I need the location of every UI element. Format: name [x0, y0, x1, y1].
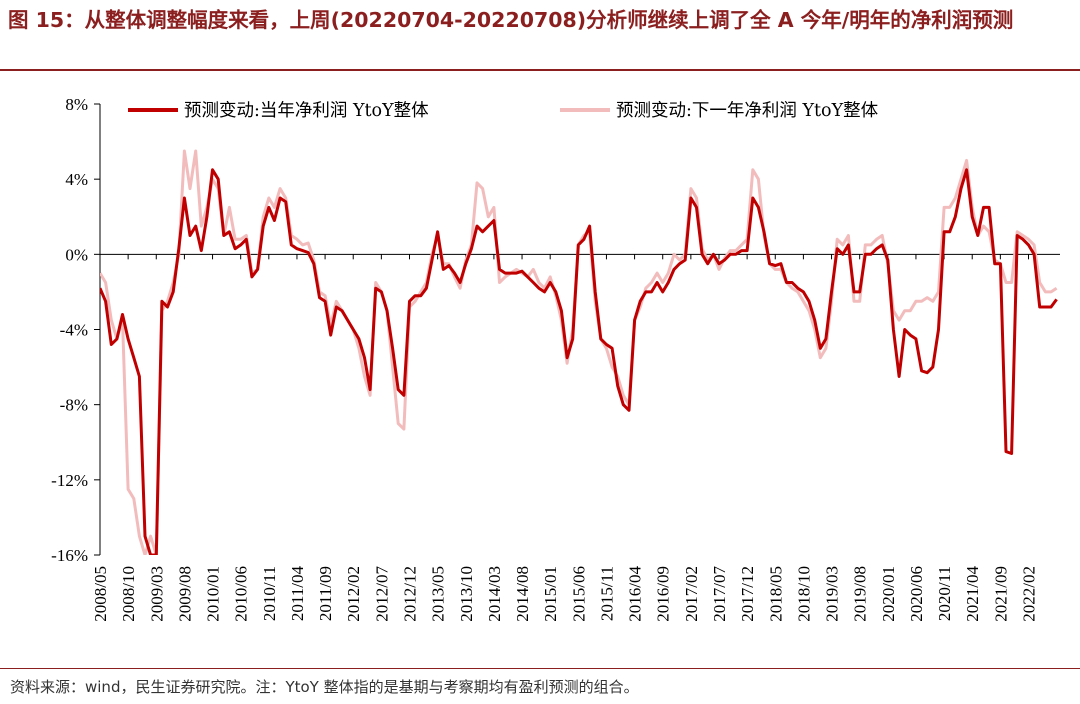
y-tick-label: -12%	[51, 471, 88, 490]
page-title: 图 15：从整体调整幅度来看，上周(20220704-20220708)分析师继…	[8, 8, 1014, 32]
y-tick-label: -8%	[60, 396, 88, 415]
x-tick-label: 2010/06	[232, 566, 251, 622]
source-rule	[0, 668, 1080, 669]
x-tick-label: 2018/10	[794, 566, 813, 622]
series-line-1	[100, 168, 1058, 555]
y-tick-label: 0%	[65, 245, 88, 264]
x-tick-label: 2019/03	[823, 566, 842, 622]
legend-label-1: 预测变动:当年净利润 YtoY整体	[184, 101, 429, 121]
title-rule	[0, 69, 1080, 71]
x-tick-label: 2016/04	[626, 566, 645, 622]
x-tick-label: 2013/05	[429, 566, 448, 622]
chart-series	[100, 149, 1058, 555]
legend-label-2: 预测变动:下一年净利润 YtoY整体	[616, 101, 879, 121]
x-tick-label: 2018/05	[766, 566, 785, 622]
x-tick-label: 2010/11	[260, 566, 279, 621]
x-tick-label: 2008/10	[119, 566, 138, 622]
x-tick-label: 2019/08	[851, 566, 870, 622]
chart-axes: 8% 4% 0% -4% -8% -12% -16%2008/05 2008/10 2009/0…	[51, 95, 1060, 622]
x-tick-label: 2014/03	[485, 566, 504, 622]
x-tick-label: 2020/11	[935, 566, 954, 621]
x-tick-label: 2015/06	[569, 566, 588, 622]
x-tick-label: 2016/09	[654, 566, 673, 622]
y-tick-label: -4%	[60, 321, 88, 340]
source-note: 资料来源：wind，民生证券研究院。注：YtoY 整体指的是基期与考察期均有盈利…	[10, 678, 639, 696]
x-tick-label: 2021/09	[991, 566, 1010, 622]
x-tick-label: 2010/01	[204, 566, 223, 622]
y-tick-label: 4%	[65, 170, 88, 189]
x-tick-label: 2014/08	[513, 566, 532, 622]
x-tick-label: 2017/02	[682, 566, 701, 622]
x-tick-label: 2022/02	[1019, 566, 1038, 622]
x-tick-label: 2020/01	[879, 566, 898, 622]
x-tick-label: 2009/03	[147, 566, 166, 622]
x-tick-label: 2011/04	[288, 566, 307, 622]
x-tick-label: 2015/11	[597, 566, 616, 621]
x-tick-label: 2017/12	[738, 566, 757, 622]
x-tick-label: 2012/02	[344, 566, 363, 622]
y-tick-label: -16%	[51, 546, 88, 565]
y-tick-label: 8%	[65, 95, 88, 114]
x-tick-label: 2013/10	[457, 566, 476, 622]
line-chart: 8% 4% 0% -4% -8% -12% -16%2008/05 2008/10 2009/0…	[51, 95, 1060, 622]
x-tick-label: 2012/12	[400, 566, 419, 622]
chart-legend: 预测变动:当年净利润 YtoY整体 预测变动:下一年净利润 YtoY整体	[128, 101, 879, 121]
x-tick-label: 2012/07	[372, 566, 391, 622]
x-tick-label: 2011/09	[316, 566, 335, 621]
x-tick-label: 2017/07	[710, 566, 729, 622]
x-tick-label: 2008/05	[91, 566, 110, 622]
x-tick-label: 2015/01	[541, 566, 560, 622]
x-tick-label: 2009/08	[175, 566, 194, 622]
x-tick-label: 2021/04	[963, 566, 982, 622]
series-line-2	[100, 149, 1058, 555]
x-tick-label: 2020/06	[907, 566, 926, 622]
